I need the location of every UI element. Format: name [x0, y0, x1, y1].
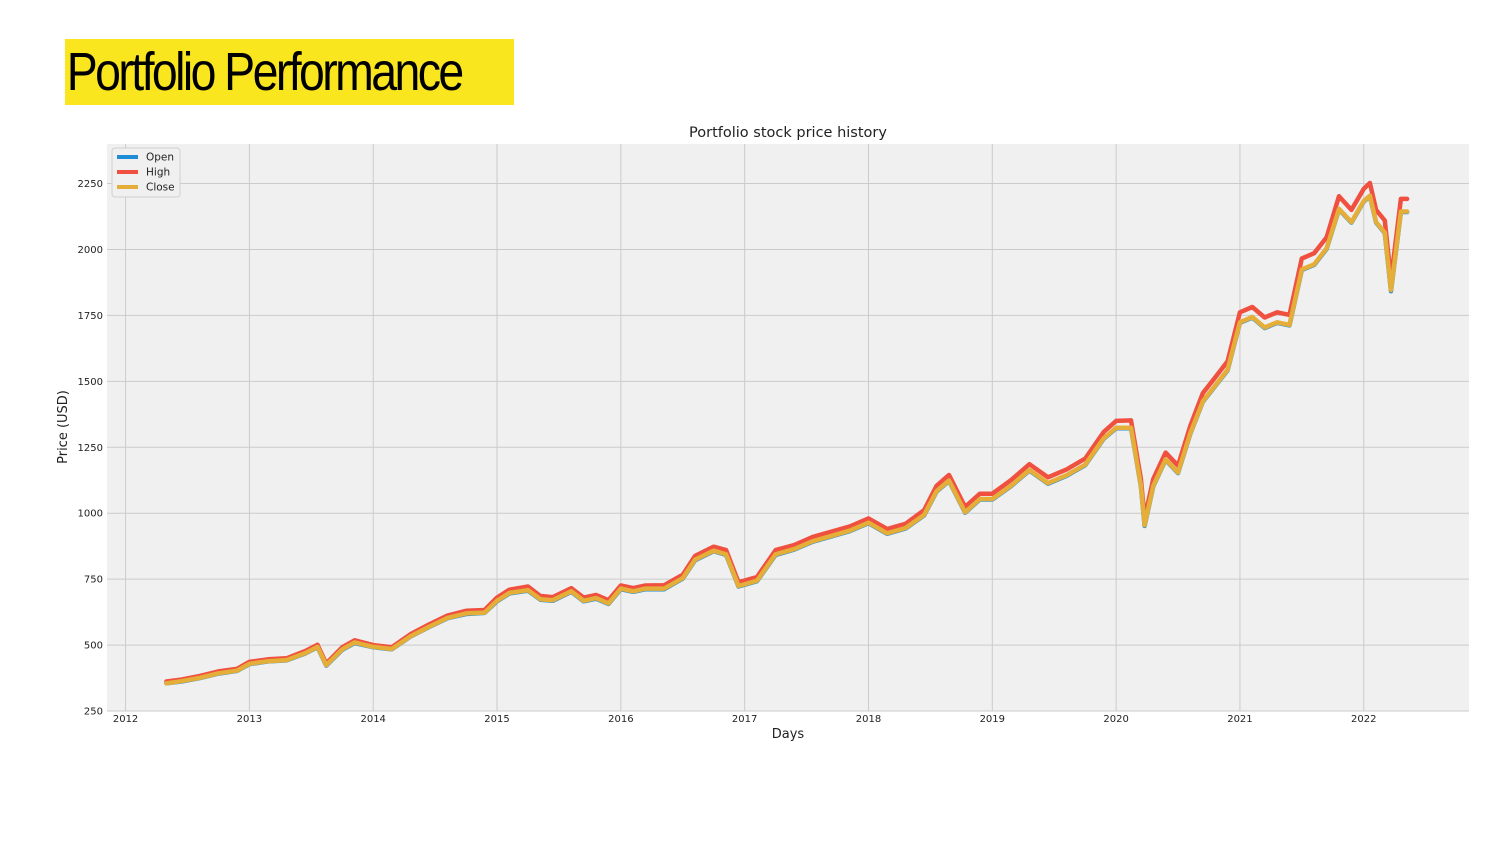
axis-ticks: 2012 2013 2014 2015 2016 2017 2018 2019 2020 2021… [78, 179, 1377, 725]
y-tick-label: 2250 [78, 179, 103, 190]
chart-title: Portfolio stock price history [689, 125, 887, 141]
y-tick-label: 500 [84, 641, 103, 652]
x-axis-title: Days [772, 727, 805, 742]
y-tick-label: 1250 [78, 443, 103, 454]
x-tick-label: 2021 [1227, 714, 1252, 725]
x-tick-label: 2022 [1351, 714, 1376, 725]
series-line-close [164, 193, 1410, 686]
slide-title-text: Portfolio Performance [66, 42, 465, 102]
y-tick-label: 750 [84, 575, 103, 586]
y-tick-label: 2000 [78, 245, 103, 256]
x-tick-label: 2013 [237, 714, 262, 725]
x-tick-label: 2018 [856, 714, 881, 725]
legend-label-close: Close [146, 182, 175, 194]
y-tick-label: 1000 [78, 509, 103, 520]
y-tick-label: 250 [84, 707, 103, 718]
y-tick-label: 1500 [78, 377, 103, 388]
x-tick-label: 2014 [360, 714, 385, 725]
x-tick-label: 2020 [1103, 714, 1128, 725]
legend-box [111, 147, 181, 198]
legend-label-open: Open [146, 152, 174, 164]
legend: Open High Close [111, 147, 181, 198]
x-tick-label: 2016 [608, 714, 633, 725]
series-lines [164, 180, 1410, 686]
legend-label-high: High [146, 167, 170, 179]
y-tick-label: 1750 [78, 311, 103, 322]
x-tick-label: 2015 [484, 714, 509, 725]
grid-lines [107, 144, 1469, 712]
x-tick-label: 2012 [113, 714, 138, 725]
x-tick-label: 2019 [980, 714, 1005, 725]
slide-title: Portfolio Performance [65, 39, 514, 105]
y-axis-title: Price (USD) [56, 390, 71, 464]
plot-area [107, 144, 1469, 711]
x-tick-label: 2017 [732, 714, 757, 725]
